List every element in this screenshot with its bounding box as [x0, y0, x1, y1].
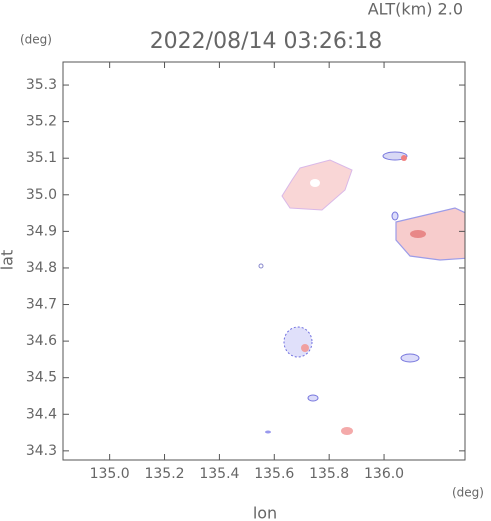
x-tick-label: 135.0: [90, 466, 130, 482]
y-tick-label: 34.8: [26, 260, 57, 276]
y-tick-label: 34.6: [26, 333, 57, 349]
y-unit: (deg): [20, 33, 52, 47]
y-tick-label: 35.1: [26, 150, 57, 166]
y-label: lat: [0, 250, 17, 271]
y-tick-label: 35.0: [26, 187, 57, 203]
y-tick-label: 34.7: [26, 297, 57, 313]
y-tick-label: 34.4: [26, 406, 57, 422]
y-tick-label: 34.3: [26, 443, 57, 459]
x-tick-label: 135.4: [199, 466, 239, 482]
x-tick-label: 135.2: [144, 466, 184, 482]
y-tick-label: 34.9: [26, 223, 57, 239]
plot-frame: [62, 61, 466, 461]
x-unit: (deg): [452, 486, 484, 500]
x-tick-label: 135.8: [309, 466, 349, 482]
y-tick-label: 35.2: [26, 114, 57, 130]
chart-title: 2022/08/14 03:26:18: [150, 29, 383, 54]
x-label: lon: [253, 504, 277, 521]
y-tick-label: 34.5: [26, 370, 57, 386]
y-tick-label: 35.3: [26, 77, 57, 93]
subtitle: ALT(km) 2.0: [368, 0, 463, 19]
x-tick-label: 135.6: [254, 466, 294, 482]
x-tick-label: 136.0: [364, 466, 404, 482]
radar-echo: [258, 151, 465, 435]
